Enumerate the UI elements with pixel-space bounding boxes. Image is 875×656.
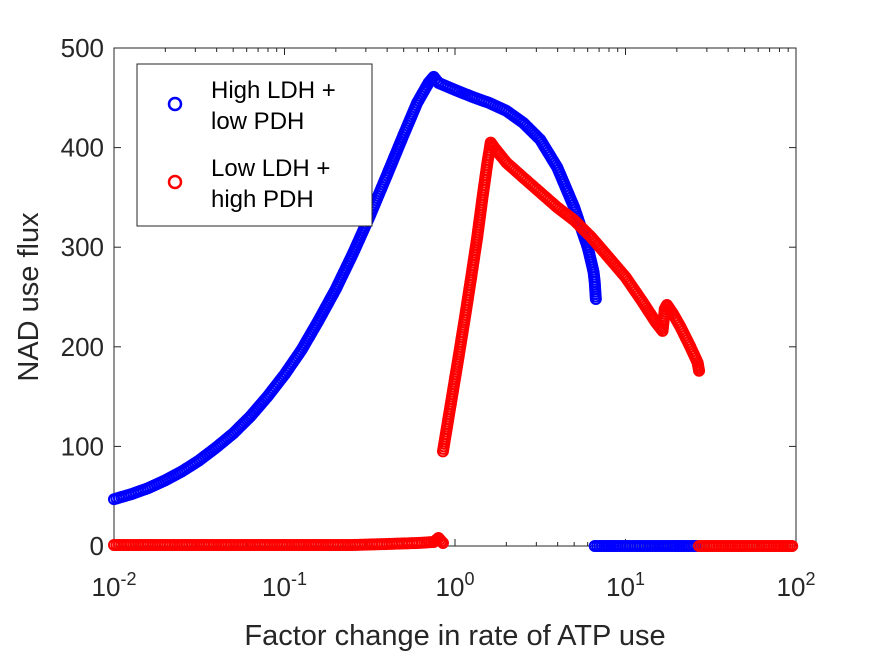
- y-axis-label: NAD use flux: [13, 212, 45, 382]
- legend-label: high PDH: [211, 186, 314, 213]
- x-tick-label: 102: [777, 569, 816, 602]
- legend-label: low PDH: [211, 108, 304, 135]
- legend: High LDH + low PDH Low LDH + high PDH: [136, 63, 373, 227]
- series-2-point: [429, 534, 442, 547]
- legend-box: [136, 63, 373, 227]
- x-tick-label: 10-2: [92, 569, 137, 602]
- x-tick-label: 100: [436, 569, 475, 602]
- x-tick-label: 101: [606, 569, 645, 602]
- series-1-point: [589, 292, 602, 305]
- tick-labels: 0 100 200 300 400 500 10-2 10-1 100 101 102: [61, 33, 816, 602]
- y-tick-label: 200: [61, 332, 104, 362]
- series-2-point: [693, 364, 706, 377]
- legend-label: High LDH +: [211, 77, 336, 104]
- legend-label: Low LDH +: [211, 155, 330, 182]
- series-2-point: [433, 533, 446, 546]
- legend-marker: [167, 174, 183, 190]
- y-tick-label: 400: [61, 133, 104, 163]
- series-2-point: [435, 535, 448, 548]
- series-2-point: [436, 537, 449, 550]
- data-points: [108, 70, 799, 552]
- y-tick-label: 500: [61, 33, 104, 63]
- y-tick-label: 300: [61, 232, 104, 262]
- y-tick-label: 0: [90, 531, 104, 561]
- x-axis-label: Factor change in rate of ATP use: [244, 620, 665, 652]
- y-tick-label: 100: [61, 431, 104, 461]
- x-tick-label: 10-1: [262, 569, 307, 602]
- series-2-point: [786, 540, 799, 552]
- legend-marker: [167, 96, 183, 112]
